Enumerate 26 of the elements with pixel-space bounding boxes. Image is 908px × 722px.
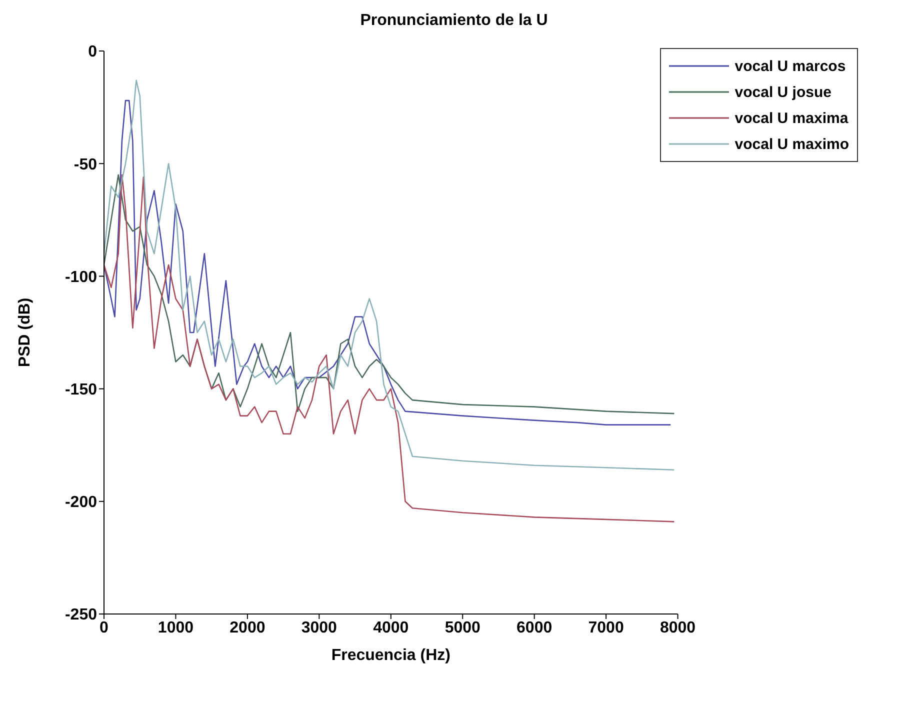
x-tick-label: 1000: [158, 619, 194, 636]
y-tick-label: -250: [64, 606, 98, 624]
y-tick-label: -150: [64, 381, 98, 398]
legend-label: vocal U josue: [734, 84, 832, 100]
y-tick-label: -200: [64, 494, 98, 512]
chart-title: Pronunciamiento de la U: [359, 12, 549, 30]
x-tick-label: 7000: [588, 619, 624, 636]
x-tick-label: 3000: [301, 619, 338, 636]
line-series: [104, 80, 675, 471]
y-axis-title: PSD (dB): [16, 298, 34, 368]
x-tick-label: 6000: [516, 619, 552, 636]
y-tick-label: -100: [64, 268, 98, 286]
legend-label: vocal U marcos: [734, 58, 846, 74]
line-series: [104, 174, 675, 522]
x-tick-label: 0: [100, 619, 109, 636]
legend-label: vocal U maxima: [734, 110, 848, 126]
legend-label: vocal U maximo: [734, 136, 849, 152]
x-tick-label: 4000: [373, 619, 409, 636]
line-series: [104, 174, 675, 414]
x-axis-title: Frecuencia (Hz): [331, 647, 450, 664]
line-series: [104, 100, 672, 426]
x-tick-label: 5000: [444, 619, 481, 636]
y-tick-label: -50: [74, 156, 98, 174]
x-tick-label: 8000: [660, 619, 696, 636]
x-tick-label: 2000: [230, 619, 266, 636]
y-tick-label: 0: [88, 44, 98, 61]
